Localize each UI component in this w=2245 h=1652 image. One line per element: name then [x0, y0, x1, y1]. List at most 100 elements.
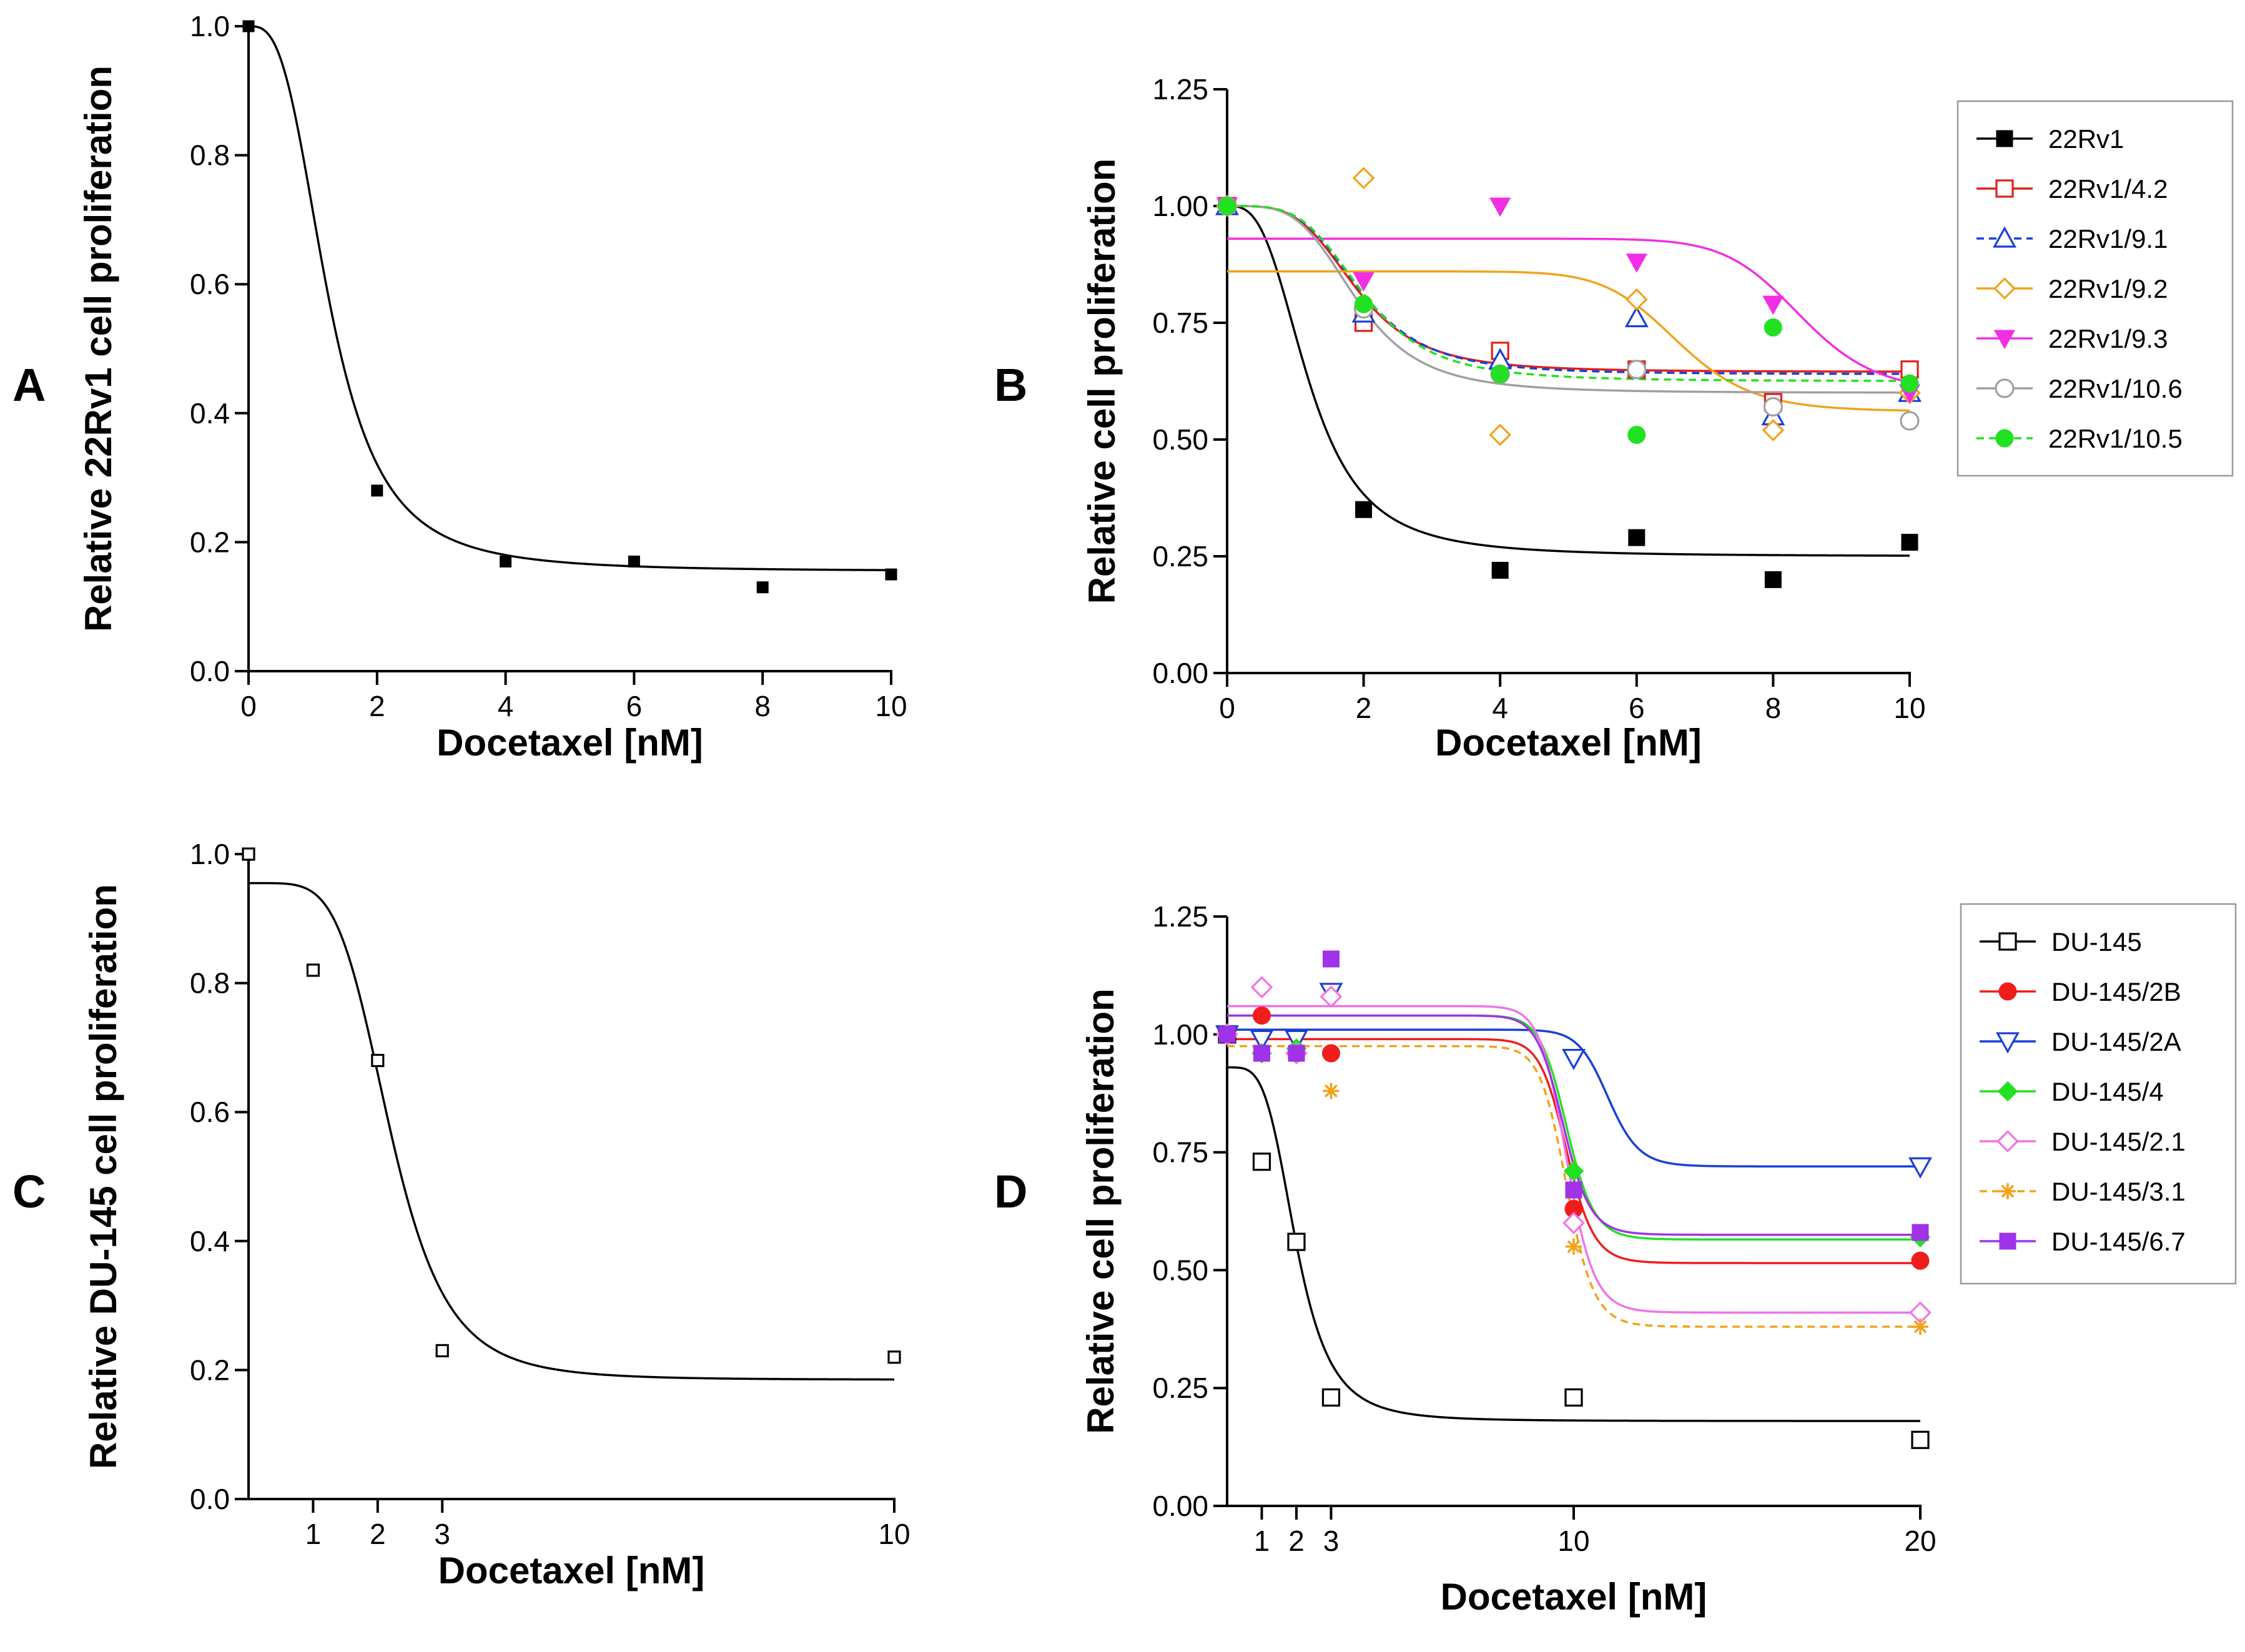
- panel-letter: D: [994, 1166, 1027, 1217]
- fit-curve-22rv1: [1227, 205, 1910, 557]
- fit-curve-du-145-3-1: [1227, 1045, 1920, 1328]
- data-point-22rv1-9-3: [1353, 272, 1374, 292]
- data-point-du-145-2b: [1253, 1006, 1271, 1025]
- x-tick-label: 8: [754, 690, 771, 722]
- y-tick-label: 0.0: [190, 1483, 230, 1515]
- y-tick-label: 0.8: [190, 139, 230, 172]
- legend-label: 22Rv1/4.2: [2048, 174, 2168, 204]
- data-point-du-145-2b: [1911, 1251, 1930, 1270]
- y-tick-label: 1.00: [1152, 190, 1208, 222]
- legend-label: DU-145: [2051, 927, 2142, 956]
- panel-c: 0.0 0.2 0.4 0.6 0.8 1.0 1 2 3 10 Docetaxel [nM] Rel…: [12, 838, 910, 1591]
- legend-label: 22Rv1/9.2: [2048, 274, 2168, 303]
- data-point-du-145: [1252, 1153, 1271, 1171]
- data-point-22rv1: [628, 555, 640, 568]
- data-point-du-145-4: [1563, 1161, 1584, 1182]
- y-tick-label: 0.25: [1152, 540, 1208, 573]
- data-point-22rv1-9-2: [1762, 419, 1785, 441]
- data-point-22rv1-9-3: [1762, 295, 1784, 315]
- x-axis-title: Docetaxel [nM]: [437, 722, 703, 764]
- data-point-du-145-2a: [1562, 1048, 1586, 1071]
- y-tick-label: 0.4: [190, 1225, 230, 1257]
- data-point-22rv1: [371, 484, 383, 497]
- fit-curve-22rv1-9-2: [1227, 270, 1910, 412]
- data-point-du-145-2b: [1322, 1044, 1340, 1063]
- x-tick-label: 10: [1557, 1525, 1589, 1557]
- y-tick-label: 0.2: [190, 526, 230, 558]
- x-tick-label: 2: [1356, 692, 1372, 724]
- data-point-22rv1-9-2: [1352, 167, 1375, 189]
- legend-marker: [1995, 179, 2014, 198]
- data-point-22rv1-10-6: [1900, 411, 1920, 431]
- data-point-22rv1-9-2: [1489, 423, 1512, 446]
- y-tick-label: 1.0: [190, 838, 230, 870]
- legend-label: 22Rv1: [2048, 124, 2124, 154]
- data-point-22rv1: [500, 555, 512, 568]
- x-tick-label: 0: [240, 690, 257, 722]
- legend: 22Rv1 22Rv1/4.2 22Rv1/9.1 22Rv1/9.2 22Rv1/9.…: [1956, 100, 2234, 477]
- y-tick-label: 1.25: [1152, 73, 1208, 106]
- y-tick-label: 0.75: [1152, 307, 1208, 339]
- legend-label: DU-145/6.7: [2051, 1227, 2186, 1256]
- fit-curve-22rv1: [249, 25, 892, 571]
- data-point-du-145: [1564, 1388, 1583, 1407]
- data-point-22rv1: [1491, 561, 1509, 579]
- y-tick-label: 0.4: [190, 397, 230, 430]
- x-tick-label: 2: [369, 690, 385, 722]
- fit-curve-22rv1-4-2: [1227, 205, 1910, 373]
- legend-label: DU-145/3.1: [2051, 1177, 2186, 1206]
- data-point-du-145: [371, 1053, 385, 1068]
- data-point-du-145-2-1: [1250, 976, 1273, 999]
- fit-curve-du-145: [1227, 1066, 1920, 1422]
- legend-marker: [1996, 1130, 2019, 1153]
- data-point-du-145-2a: [1250, 1030, 1274, 1051]
- data-point-du-145-6-7: [1565, 1181, 1582, 1199]
- legend-marker: [1999, 1232, 2016, 1250]
- legend-marker: [1996, 130, 2013, 147]
- legend-marker: [1993, 226, 2016, 248]
- data-point-22rv1-10-5: [1900, 374, 1919, 393]
- data-point-du-145-2-1: [1562, 1212, 1585, 1234]
- x-tick-label: 10: [875, 690, 907, 722]
- fit-curve-22rv1-9-1: [1227, 205, 1910, 375]
- data-point-22rv1: [242, 20, 255, 32]
- x-tick-label: 4: [498, 690, 514, 722]
- data-point-22rv1: [885, 568, 897, 581]
- data-point-du-145: [1321, 1388, 1341, 1407]
- y-tick-label: 1.00: [1152, 1018, 1208, 1051]
- data-point-22rv1: [1628, 529, 1646, 546]
- x-tick-label: 1: [305, 1518, 322, 1550]
- x-tick-label: 20: [1904, 1525, 1936, 1557]
- legend-label: DU-145/2A: [2051, 1027, 2181, 1056]
- x-tick-label: 10: [1893, 692, 1925, 724]
- data-point-du-145-2a: [1908, 1157, 1932, 1179]
- x-tick-label: 3: [1323, 1525, 1340, 1557]
- data-point-du-145-3-1: [1323, 1083, 1340, 1099]
- fit-curve-du-145-2a: [1227, 1028, 1920, 1168]
- x-tick-label: 6: [626, 690, 643, 722]
- data-point-22rv1-10-5: [1218, 197, 1236, 215]
- y-axis-title: Relative DU-145 cell proliferation: [82, 884, 124, 1469]
- panel-letter: C: [12, 1166, 46, 1217]
- fit-curve-22rv1-9-3: [1227, 237, 1910, 384]
- x-tick-label: 4: [1492, 692, 1508, 724]
- legend-label: 22Rv1/9.3: [2048, 324, 2168, 353]
- data-point-du-145-6-7: [1912, 1224, 1929, 1241]
- x-axis-title: Docetaxel [nM]: [1441, 1576, 1707, 1618]
- data-point-22rv1-10-5: [1627, 426, 1646, 445]
- y-tick-label: 0.25: [1152, 1372, 1208, 1404]
- x-tick-label: 0: [1219, 692, 1235, 724]
- data-point-22rv1-9-3: [1489, 197, 1511, 217]
- x-tick-label: 2: [1288, 1525, 1305, 1557]
- data-point-22rv1: [1901, 534, 1918, 551]
- legend-marker: [1998, 932, 2017, 951]
- data-point-du-145-6-7: [1323, 950, 1340, 968]
- x-tick-label: 6: [1629, 692, 1645, 724]
- data-point-du-145-6-7: [1288, 1045, 1305, 1062]
- y-tick-label: 0.00: [1152, 657, 1208, 689]
- x-tick-label: 3: [434, 1518, 450, 1550]
- y-tick-label: 0.50: [1152, 1254, 1208, 1286]
- y-tick-label: 0.6: [190, 1096, 230, 1128]
- legend: DU-145 DU-145/2B DU-145/2A DU-145/4 DU-145/2…: [1960, 903, 2237, 1285]
- data-point-du-145-6-7: [1253, 1045, 1270, 1062]
